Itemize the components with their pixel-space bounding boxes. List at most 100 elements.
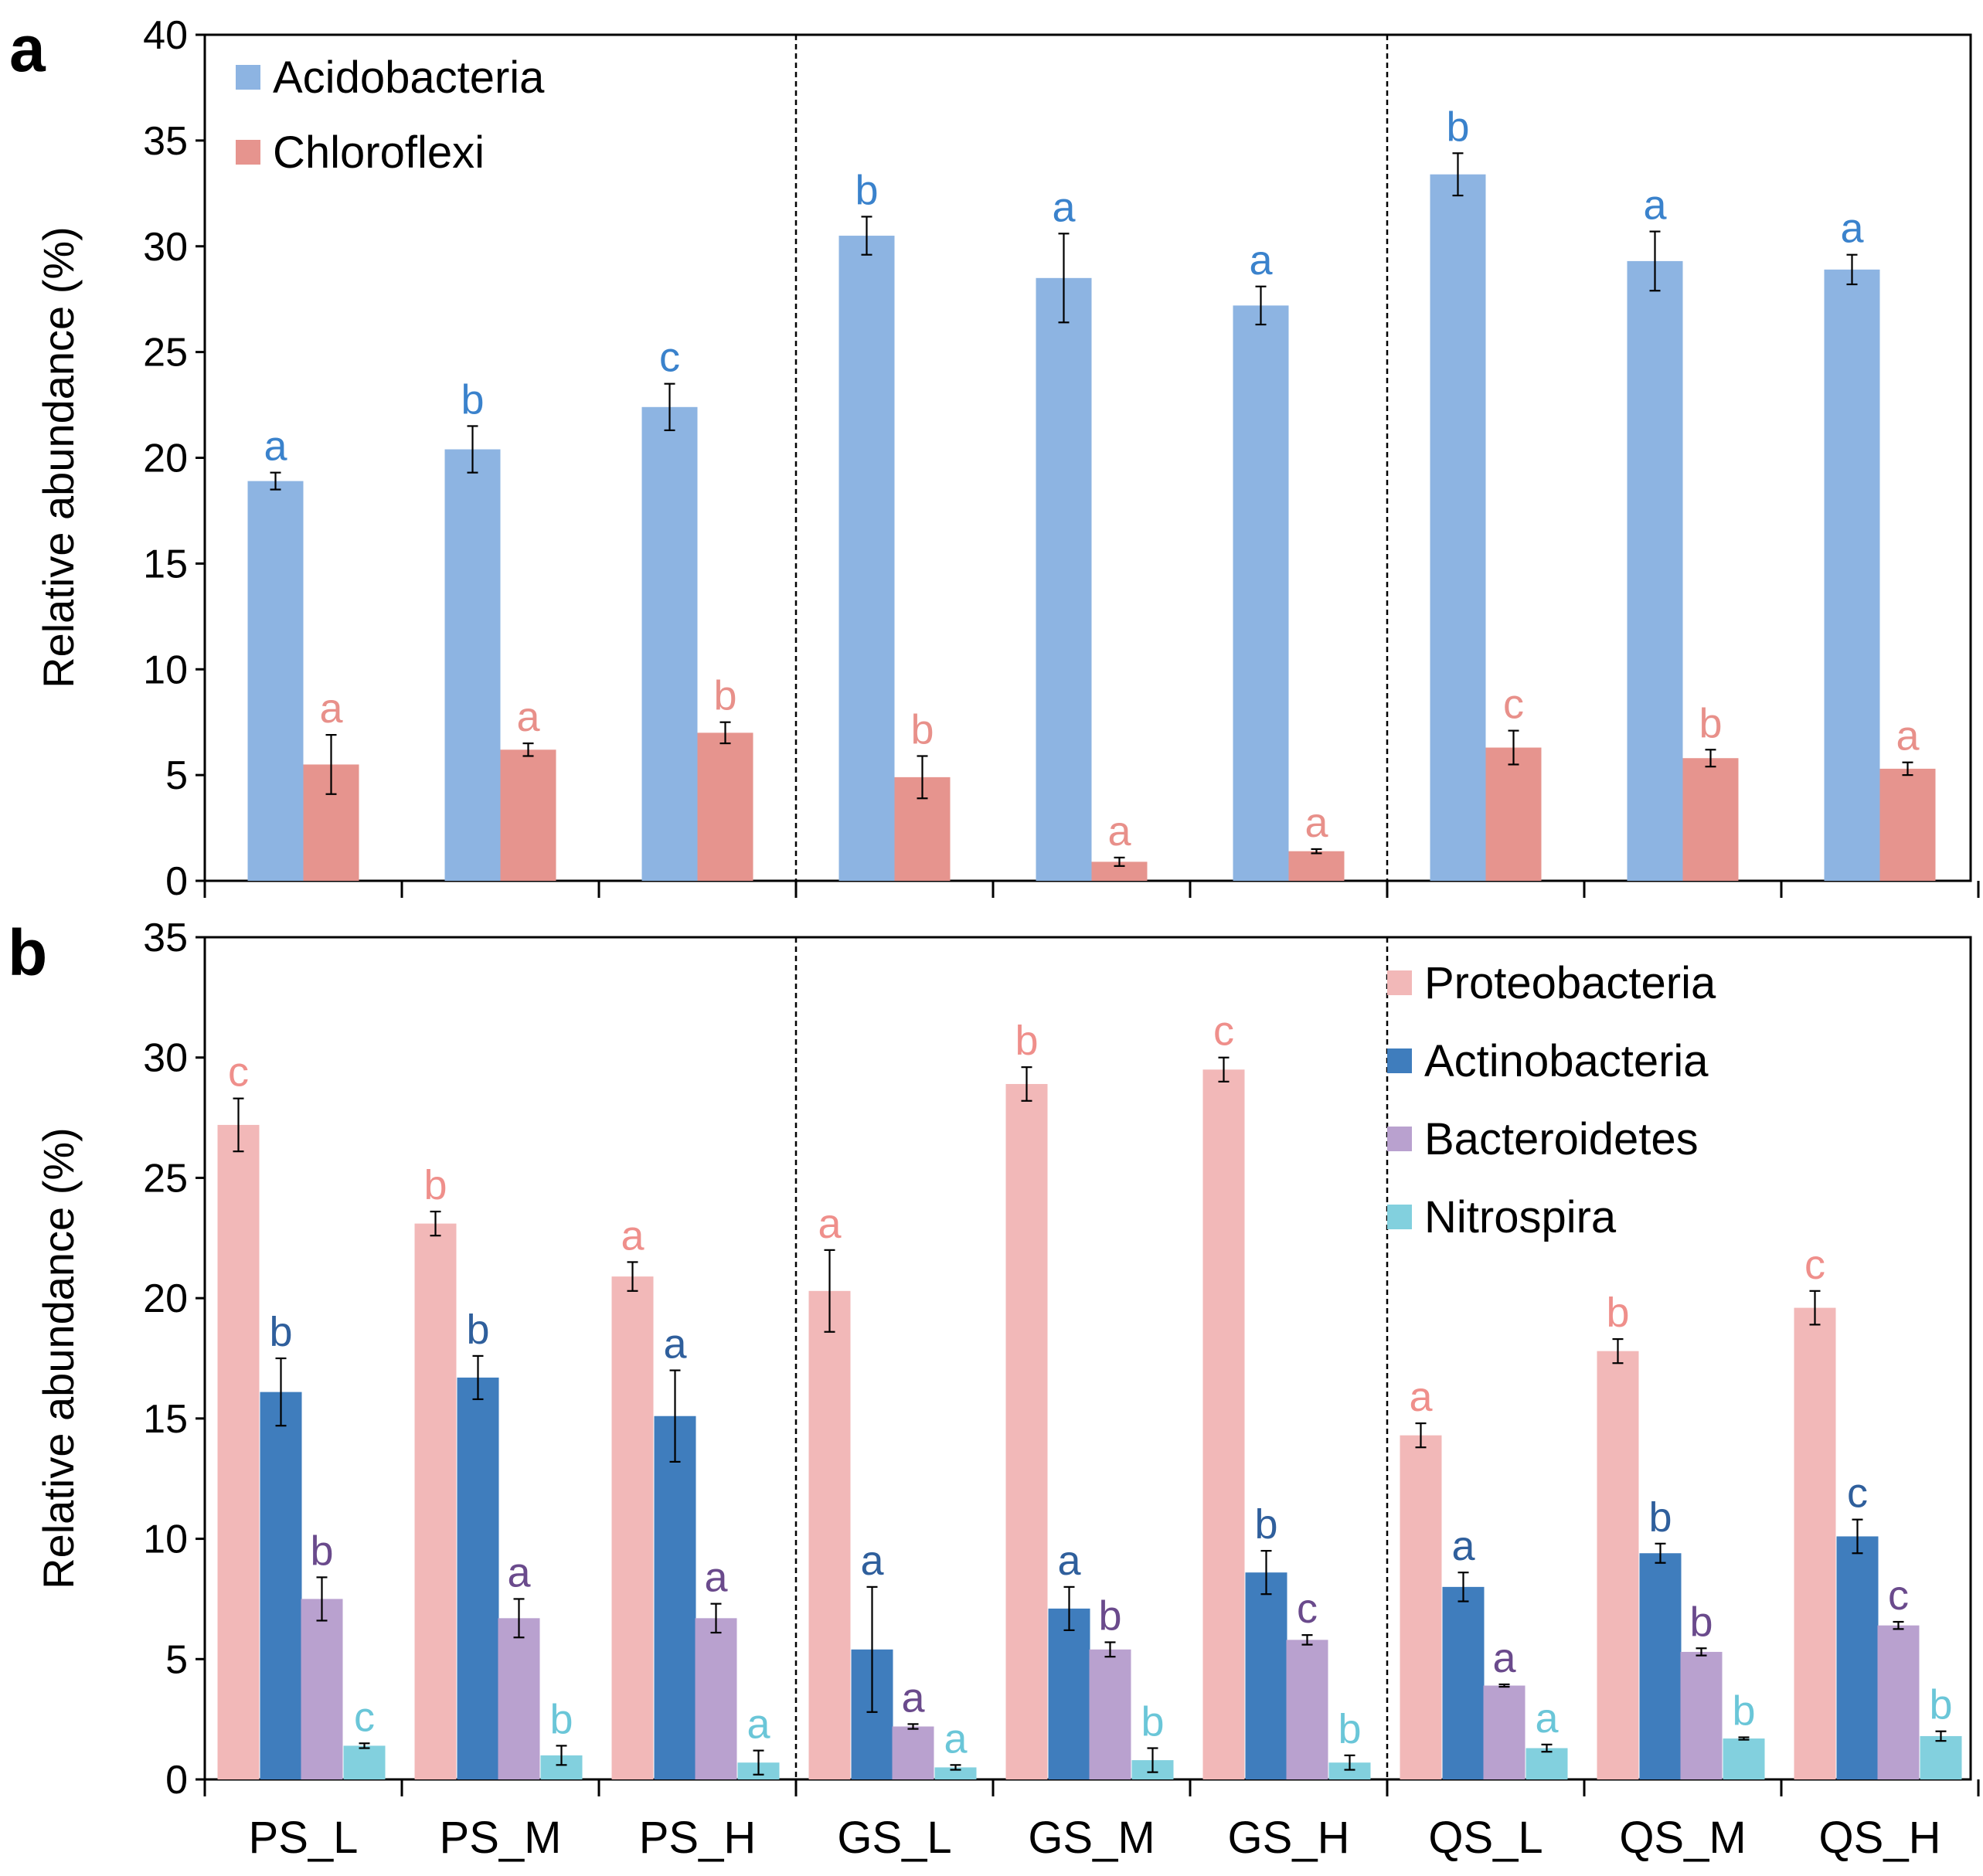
significance-letter-proteobacteria-gs-l: a [818, 1201, 842, 1247]
significance-letter-chloroflexi-ps-m: a [516, 694, 540, 740]
bar-nitrospira-ps-l [343, 1745, 386, 1779]
y-tick-label-a-10: 10 [143, 647, 188, 692]
legend-label-proteobacteria: Proteobacteria [1424, 958, 1716, 1008]
significance-letter-acidobacteria-qs-h: a [1840, 206, 1864, 252]
significance-letter-bacteroidetes-qs-l: a [1492, 1635, 1516, 1681]
bar-chloroflexi-qs-h [1879, 768, 1936, 881]
significance-letter-chloroflexi-gs-l: b [910, 706, 934, 753]
significance-letter-proteobacteria-ps-l: c [228, 1049, 249, 1096]
bar-bacteroidetes-ps-l [301, 1599, 343, 1779]
x-category-label-ps-h: PS_H [639, 1813, 757, 1863]
y-tick-label-a-15: 15 [143, 542, 188, 586]
bar-chloroflexi-gs-h [1288, 851, 1345, 881]
significance-letter-actinobacteria-gs-h: b [1254, 1501, 1277, 1548]
significance-letter-nitrospira-qs-h: b [1929, 1682, 1952, 1728]
bar-actinobacteria-gs-m [1048, 1608, 1090, 1779]
bar-bacteroidetes-ps-h [695, 1618, 737, 1779]
significance-letter-bacteroidetes-ps-m: a [507, 1549, 531, 1596]
y-tick-label-a-40: 40 [143, 13, 188, 58]
bar-proteobacteria-gs-m [1005, 1083, 1048, 1779]
significance-letter-nitrospira-qs-l: a [1535, 1695, 1559, 1742]
x-category-label-ps-m: PS_M [440, 1813, 562, 1863]
x-category-label-gs-m: GS_M [1028, 1813, 1155, 1863]
y-tick-label-b-30: 30 [143, 1036, 188, 1081]
significance-letter-actinobacteria-ps-m: b [466, 1307, 489, 1353]
significance-letter-chloroflexi-ps-h: b [713, 673, 736, 719]
legend-swatch-chloroflexi [236, 140, 260, 165]
significance-letter-bacteroidetes-qs-m: b [1689, 1599, 1713, 1645]
legend-swatch-acidobacteria [236, 65, 260, 90]
significance-letter-actinobacteria-qs-l: a [1451, 1523, 1475, 1569]
y-tick-label-b-25: 25 [143, 1156, 188, 1201]
significance-letter-chloroflexi-gs-h: a [1304, 800, 1328, 846]
bar-proteobacteria-ps-l [217, 1124, 260, 1779]
y-tick-label-a-35: 35 [143, 119, 188, 164]
significance-letter-chloroflexi-ps-l: a [319, 685, 343, 732]
legend-label-bacteroidetes: Bacteroidetes [1424, 1114, 1699, 1164]
legend-label-acidobacteria: Acidobacteria [273, 53, 545, 103]
bar-nitrospira-gs-l [934, 1767, 977, 1779]
bar-proteobacteria-ps-m [414, 1223, 457, 1779]
x-category-label-qs-l: QS_L [1428, 1813, 1543, 1863]
significance-letter-bacteroidetes-ps-l: b [310, 1528, 333, 1574]
significance-letter-nitrospira-ps-l: c [354, 1694, 375, 1740]
significance-letter-actinobacteria-ps-l: b [269, 1309, 292, 1355]
bar-bacteroidetes-ps-m [498, 1618, 540, 1779]
significance-letter-acidobacteria-gs-l: b [855, 167, 878, 213]
significance-letter-bacteroidetes-gs-m: b [1098, 1592, 1121, 1639]
significance-letter-actinobacteria-qs-h: c [1847, 1470, 1868, 1517]
significance-letter-chloroflexi-qs-h: a [1896, 713, 1920, 760]
significance-letter-chloroflexi-qs-m: b [1699, 700, 1722, 746]
bar-bacteroidetes-qs-h [1877, 1625, 1920, 1779]
y-tick-label-b-15: 15 [143, 1397, 188, 1442]
y-tick-label-b-5: 5 [165, 1637, 188, 1682]
significance-letter-acidobacteria-gs-m: a [1052, 184, 1076, 230]
x-category-label-qs-h: QS_H [1819, 1813, 1941, 1863]
significance-letter-nitrospira-gs-h: b [1338, 1706, 1361, 1752]
bar-chloroflexi-qs-m [1682, 758, 1739, 881]
significance-letter-bacteroidetes-gs-h: c [1297, 1585, 1318, 1632]
y-tick-label-a-0: 0 [165, 859, 188, 904]
legend-swatch-actinobacteria [1387, 1048, 1412, 1073]
significance-letter-acidobacteria-qs-m: a [1643, 182, 1667, 229]
significance-letter-actinobacteria-ps-h: a [663, 1321, 687, 1368]
significance-letter-chloroflexi-qs-l: c [1503, 681, 1524, 728]
significance-letter-nitrospira-qs-m: b [1732, 1688, 1755, 1735]
bar-acidobacteria-ps-m [444, 449, 501, 881]
legend-swatch-nitrospira [1387, 1205, 1412, 1229]
y-tick-label-b-35: 35 [143, 916, 188, 960]
significance-letter-proteobacteria-qs-m: b [1606, 1290, 1629, 1336]
significance-letter-actinobacteria-gs-m: a [1057, 1538, 1081, 1584]
y-tick-label-b-10: 10 [143, 1517, 188, 1562]
legend-label-actinobacteria: Actinobacteria [1424, 1036, 1709, 1086]
panel-label-a: a [9, 12, 46, 85]
bar-bacteroidetes-gs-m [1089, 1649, 1131, 1779]
bar-bacteroidetes-qs-m [1680, 1651, 1723, 1779]
bar-chloroflexi-ps-h [697, 732, 753, 881]
bar-actinobacteria-ps-h [654, 1415, 696, 1779]
legend-label-chloroflexi: Chloroflexi [273, 127, 485, 178]
legend-label-nitrospira: Nitrospira [1424, 1192, 1617, 1242]
x-category-label-gs-h: GS_H [1228, 1813, 1350, 1863]
bar-acidobacteria-qs-l [1430, 174, 1486, 882]
bar-proteobacteria-qs-m [1597, 1351, 1639, 1779]
significance-letter-nitrospira-gs-m: b [1141, 1699, 1164, 1745]
bar-proteobacteria-ps-h [611, 1276, 654, 1779]
bar-proteobacteria-qs-l [1400, 1435, 1442, 1779]
x-category-label-qs-m: QS_M [1619, 1813, 1746, 1863]
bar-acidobacteria-ps-l [247, 481, 304, 881]
bar-actinobacteria-qs-h [1836, 1536, 1879, 1779]
x-category-label-gs-l: GS_L [837, 1813, 951, 1863]
significance-letter-acidobacteria-ps-m: b [461, 376, 484, 423]
significance-letter-acidobacteria-ps-h: c [659, 335, 680, 381]
y-tick-label-a-20: 20 [143, 437, 188, 481]
y-tick-label-b-0: 0 [165, 1758, 188, 1803]
significance-letter-proteobacteria-gs-h: c [1213, 1008, 1234, 1055]
bar-acidobacteria-qs-m [1627, 260, 1683, 882]
bar-acidobacteria-gs-l [838, 236, 895, 881]
significance-letter-bacteroidetes-gs-l: a [901, 1674, 925, 1721]
bar-actinobacteria-qs-m [1639, 1553, 1682, 1779]
bar-bacteroidetes-qs-l [1483, 1685, 1526, 1779]
bar-nitrospira-gs-h [1328, 1762, 1371, 1779]
significance-letter-proteobacteria-qs-l: a [1409, 1374, 1433, 1420]
